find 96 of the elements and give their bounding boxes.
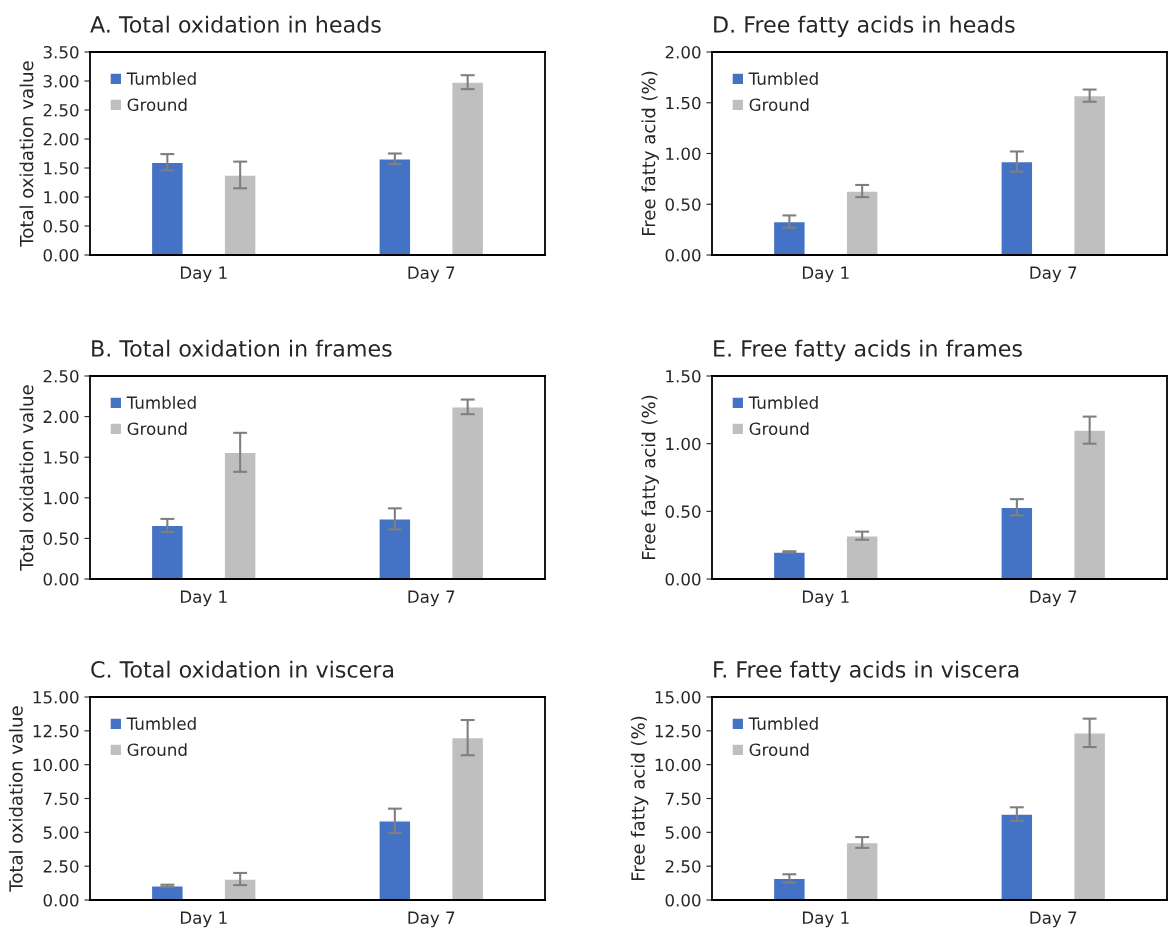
y-tick-label: 15.00 <box>655 690 701 704</box>
chart-title: C. Total oxidation in viscera <box>91 660 394 678</box>
x-tick-label: Day 7 <box>408 590 455 607</box>
bar <box>1000 813 1034 900</box>
bar <box>150 524 184 579</box>
legend-label: Tumbled <box>126 396 196 409</box>
bar <box>1073 429 1107 579</box>
y-tick-label: 12.50 <box>655 724 701 738</box>
y-tick-label: 0.50 <box>665 505 701 518</box>
legend-label: Tumbled <box>126 72 196 85</box>
y-tick-label: 0.00 <box>665 572 701 586</box>
x-tick-label: Day 1 <box>180 590 227 607</box>
y-tick-label: 3.00 <box>43 74 79 88</box>
x-tick-label: Day 1 <box>802 266 849 283</box>
bar <box>451 736 485 900</box>
legend-label: Ground <box>749 743 809 757</box>
x-tick-label: Day 1 <box>180 266 227 283</box>
bar <box>378 518 412 579</box>
y-tick-label: 1.00 <box>666 437 701 451</box>
bar <box>772 877 806 900</box>
legend-label: Tumbled <box>748 717 818 730</box>
y-tick-label: 10.00 <box>655 758 701 772</box>
y-tick-label: 0.00 <box>43 893 79 907</box>
y-tick-label: 0.00 <box>665 893 701 907</box>
bar <box>451 406 485 579</box>
legend-label: Ground <box>127 422 187 436</box>
y-axis-title: Free fatty acid (%) <box>630 716 649 880</box>
y-tick-label: 1.00 <box>666 147 701 161</box>
y-tick-label: 0.00 <box>43 248 79 262</box>
y-tick-label: 1.50 <box>44 161 79 175</box>
y-tick-label: 5.00 <box>665 826 701 839</box>
legend-label: Ground <box>749 98 809 112</box>
legend-label: Tumbled <box>748 396 818 409</box>
bar <box>223 174 257 255</box>
legend-label: Tumbled <box>748 72 818 85</box>
y-tick-label: 1.50 <box>666 96 701 110</box>
y-tick-label: 5.00 <box>43 826 79 839</box>
legend-label: Ground <box>749 422 809 436</box>
legend-label: Ground <box>127 98 187 112</box>
y-tick-label: 10.00 <box>33 758 79 772</box>
y-tick-label: 1.50 <box>666 369 701 383</box>
bar <box>451 81 485 255</box>
y-tick-label: 12.50 <box>33 724 79 738</box>
y-tick-label: 7.50 <box>665 792 701 806</box>
y-tick-label: 2.50 <box>43 369 79 383</box>
bar <box>150 161 184 255</box>
x-tick-label: Day 7 <box>1030 590 1077 607</box>
bar <box>1073 732 1107 900</box>
y-tick-label: 0.00 <box>43 572 79 586</box>
y-tick-label: 0.50 <box>43 219 79 233</box>
y-axis-title: Free fatty acid (%) <box>641 71 659 235</box>
x-tick-label: Day 1 <box>180 911 227 928</box>
bar <box>1000 506 1034 579</box>
bar <box>772 551 806 579</box>
y-axis-title: Total oxidation value <box>19 385 34 571</box>
bar <box>1000 160 1034 255</box>
x-tick-label: Day 7 <box>408 911 455 928</box>
y-tick-label: 2.00 <box>665 45 701 59</box>
y-tick-label: 1.50 <box>44 451 79 464</box>
y-tick-label: 2.50 <box>665 860 701 873</box>
y-tick-label: 1.00 <box>44 190 79 204</box>
bar <box>772 220 806 255</box>
bar <box>223 878 257 900</box>
y-tick-label: 3.50 <box>43 45 79 59</box>
y-tick-label: 2.00 <box>43 410 79 424</box>
chart-title: A. Total oxidation in heads <box>90 15 381 33</box>
bar <box>378 158 412 255</box>
bar <box>223 451 257 579</box>
bar <box>378 820 412 900</box>
chart-title: D. Free fatty acids in heads <box>714 15 1015 38</box>
y-tick-label: 0.00 <box>665 248 701 262</box>
bar <box>845 190 879 255</box>
legend-label: Tumbled <box>126 717 196 730</box>
x-tick-label: Day 7 <box>408 266 455 283</box>
bar <box>845 841 879 900</box>
chart-title: F. Free fatty acids in viscera <box>714 660 1019 683</box>
y-axis-title: Total oxidation value <box>19 61 34 247</box>
chart-title: B. Total oxidation in frames <box>92 339 392 357</box>
y-axis-title: Free fatty acid (%) <box>641 395 659 559</box>
y-tick-label: 0.50 <box>43 532 79 545</box>
chart-title: E. Free fatty acids in frames <box>714 339 1022 362</box>
legend-label: Ground <box>127 743 187 757</box>
y-tick-label: 2.50 <box>43 860 79 873</box>
y-tick-label: 1.00 <box>44 491 79 505</box>
x-tick-label: Day 1 <box>802 911 849 928</box>
y-axis-title: Total oxidation value <box>8 706 23 892</box>
y-tick-label: 7.50 <box>43 792 79 806</box>
y-tick-label: 2.50 <box>43 103 79 117</box>
bar <box>845 534 879 579</box>
x-tick-label: Day 7 <box>1030 911 1077 928</box>
bar <box>1073 94 1107 255</box>
y-tick-label: 0.50 <box>665 198 701 211</box>
y-tick-label: 15.00 <box>33 690 79 704</box>
y-tick-label: 2.00 <box>43 132 79 146</box>
x-tick-label: Day 7 <box>1030 266 1077 283</box>
x-tick-label: Day 1 <box>802 590 849 607</box>
